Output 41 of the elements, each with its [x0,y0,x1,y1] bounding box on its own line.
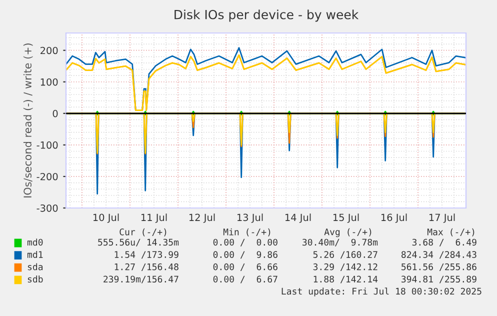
legend-label: sdb [28,276,43,283]
x-tick-label: 13 Jul [237,214,263,223]
text: Max (-/+) [427,228,474,236]
text: Last update: Fri Jul 18 00:30:02 2025 [282,288,482,296]
legend-label: md0 [27,238,43,246]
text: 555.56u/ 14.35m [98,238,179,246]
text: 30.40m/ 9.78m [302,238,378,246]
y-tick-label: 100 [40,78,58,86]
y-tick-label: -300 [36,204,58,212]
x-tick-label: 10 Jul [93,214,119,223]
legend-label: md1 [27,250,43,258]
text: 0.00 / 0.00 [213,238,278,246]
x-tick-label: 15 Jul [333,214,359,223]
legend-label: sda [28,263,43,270]
y-axis-title: IOs/second read (-) / write (+) [23,43,33,198]
text: 0.00 / 9.86 [213,251,278,259]
text: 1.54 /173.99 [114,251,178,259]
text: Avg (-/+) [324,228,372,238]
text: 0.00 / 6.66 [213,263,278,271]
chart-title: Disk IOs per device - by week [174,10,359,22]
text: 0.00 / 6.67 [213,276,278,284]
text: 1.88 /142.14 [314,276,378,284]
text: 824.34 /284.43 [401,251,476,259]
text: 561.56 /255.86 [402,263,476,271]
text: Cur (-/+) [120,228,166,236]
x-tick-label: 12 Jul [189,214,215,223]
x-tick-label: 11 Jul [141,214,167,223]
text: 1.27 /156.48 [114,263,178,271]
y-tick-label: -100 [36,141,58,149]
text: 3.29 /142.12 [313,263,378,271]
text: 3.68 / 6.49 [412,238,476,246]
text: 5.26 /160.27 [313,251,378,259]
text: 239.19m/156.47 [104,276,178,284]
text: 394.81 /255.89 [402,276,476,284]
x-tick-label: 14 Jul [285,214,311,223]
y-tick-label: 200 [40,46,58,54]
y-tick-label: 0 [52,110,58,118]
text: Min (-/+) [223,228,270,236]
x-tick-label: 17 Jul [429,214,455,223]
y-tick-label: -200 [36,172,58,180]
x-tick-label: 16 Jul [381,214,407,223]
